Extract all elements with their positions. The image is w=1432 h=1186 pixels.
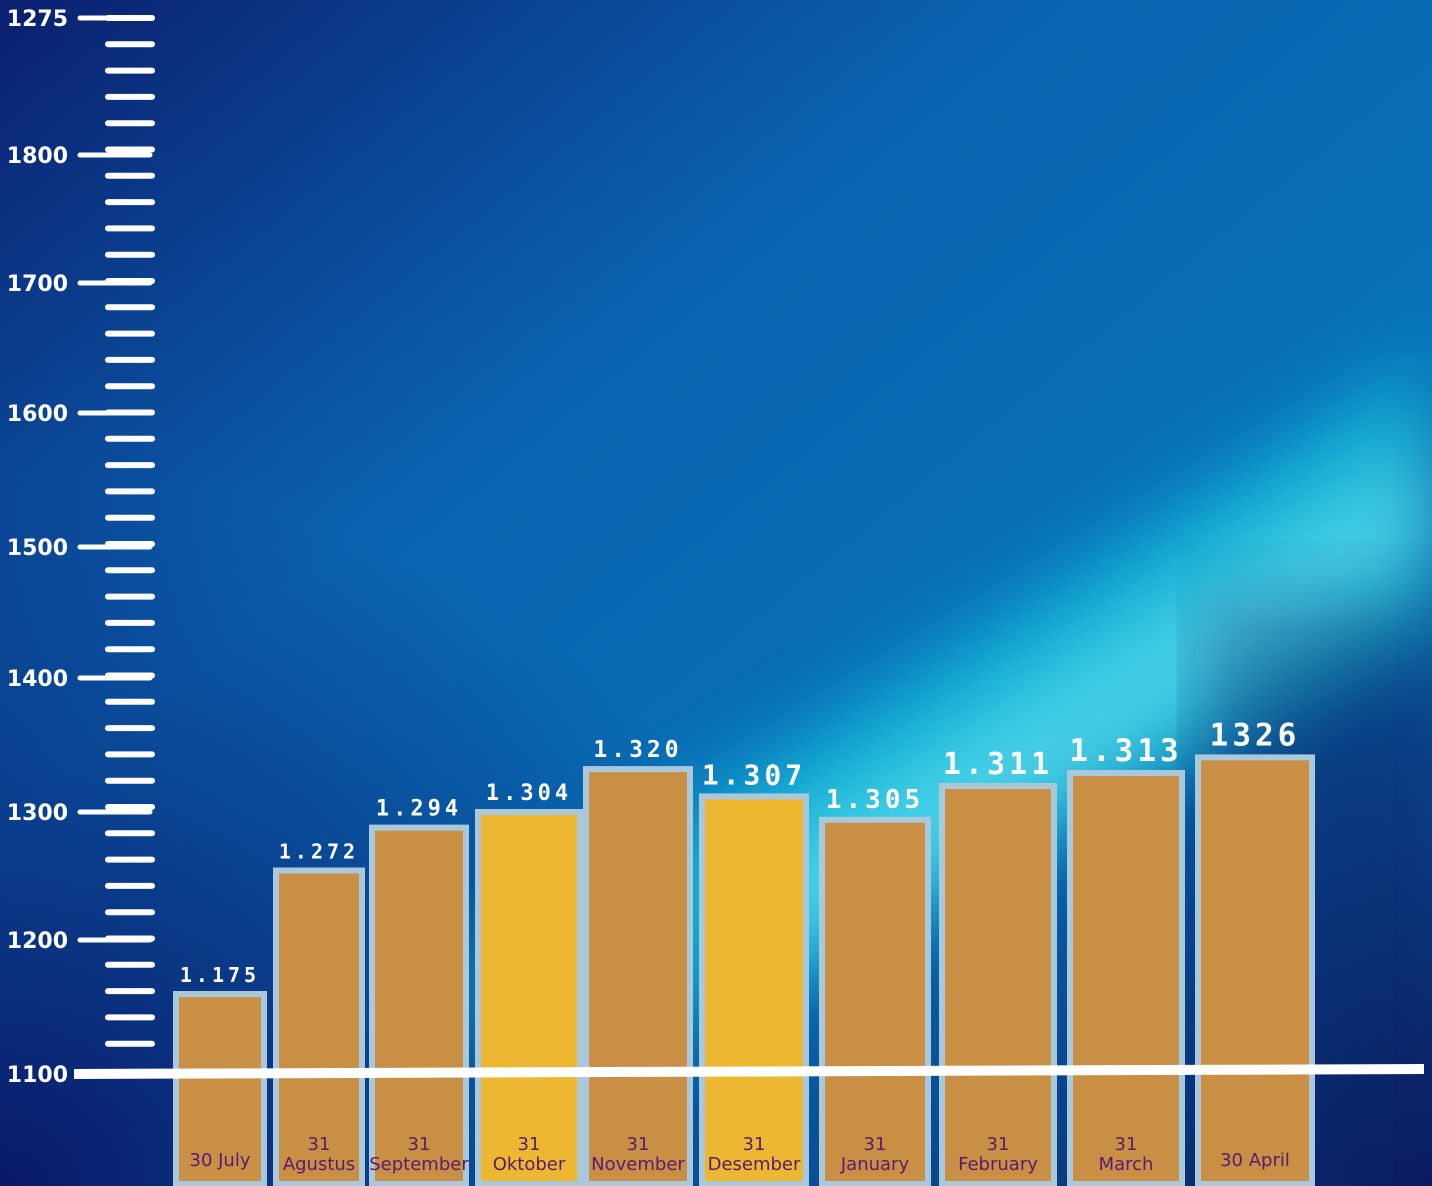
y-tick-label: 1800 (7, 144, 68, 169)
x-axis-baseline (73, 1064, 1425, 1079)
bar-value-label: 1.313 (1069, 733, 1182, 769)
category-month-label: September (369, 1154, 469, 1175)
bar (819, 816, 931, 1186)
category-month-label: February (958, 1154, 1038, 1175)
bar (583, 766, 693, 1186)
category-month-label: Agustus (283, 1154, 355, 1175)
bar (1195, 754, 1315, 1186)
bar (369, 824, 469, 1186)
category-day-label: 31 (308, 1134, 331, 1155)
category-day-label: 31 (518, 1134, 541, 1155)
category-month-label: Oktober (493, 1154, 566, 1175)
bar-value-label: 1.320 (593, 737, 682, 763)
category-day-label: 31 (743, 1134, 766, 1155)
bar (939, 783, 1057, 1186)
bar (173, 991, 267, 1186)
y-tick-label: 1500 (7, 536, 68, 561)
bar-group: 1326 30 April (1195, 717, 1315, 1186)
category-month-label: January (840, 1154, 910, 1175)
y-tick-label: 1400 (7, 667, 68, 692)
bar-value-label: 1.175 (180, 963, 260, 987)
y-axis-ruler (77, 15, 155, 1077)
bar-value-label: 1326 (1210, 717, 1301, 753)
category-label: 30 April (1220, 1150, 1290, 1171)
category-day-label: 31 (408, 1134, 431, 1155)
y-tick-label: 1275 (7, 7, 68, 32)
bar-value-label: 1.294 (376, 797, 462, 822)
bar-value-label: 1.305 (826, 785, 924, 815)
category-day-label: 31 (1115, 1134, 1138, 1155)
bar (475, 809, 583, 1186)
category-day-label: 31 (987, 1134, 1010, 1155)
category-month-label: Desember (708, 1154, 801, 1175)
bar-value-label: 1.304 (486, 781, 572, 806)
bar-value-label: 1.311 (943, 747, 1053, 782)
y-tick-label: 1100 (7, 1063, 68, 1088)
y-axis-tick-labels: 1100 1200 1300 1400 1500 1600 1700 1800 1275 (7, 7, 68, 1088)
y-tick-label: 1300 (7, 801, 68, 826)
category-day-label: 31 (627, 1134, 650, 1155)
bar (273, 867, 365, 1186)
category-label: 30 July (190, 1150, 251, 1171)
y-tick-label: 1600 (7, 402, 68, 427)
y-tick-label: 1700 (7, 272, 68, 297)
bar (699, 793, 809, 1186)
bar-value-label: 1.307 (702, 758, 806, 791)
category-month-label: March (1099, 1154, 1154, 1175)
bar (1067, 770, 1185, 1186)
bar-group: 1.175 30 July (173, 963, 267, 1186)
y-tick-label: 1200 (7, 929, 68, 954)
bar-value-label: 1.272 (279, 840, 359, 864)
category-day-label: 31 (864, 1134, 887, 1155)
category-month-label: November (591, 1154, 685, 1175)
